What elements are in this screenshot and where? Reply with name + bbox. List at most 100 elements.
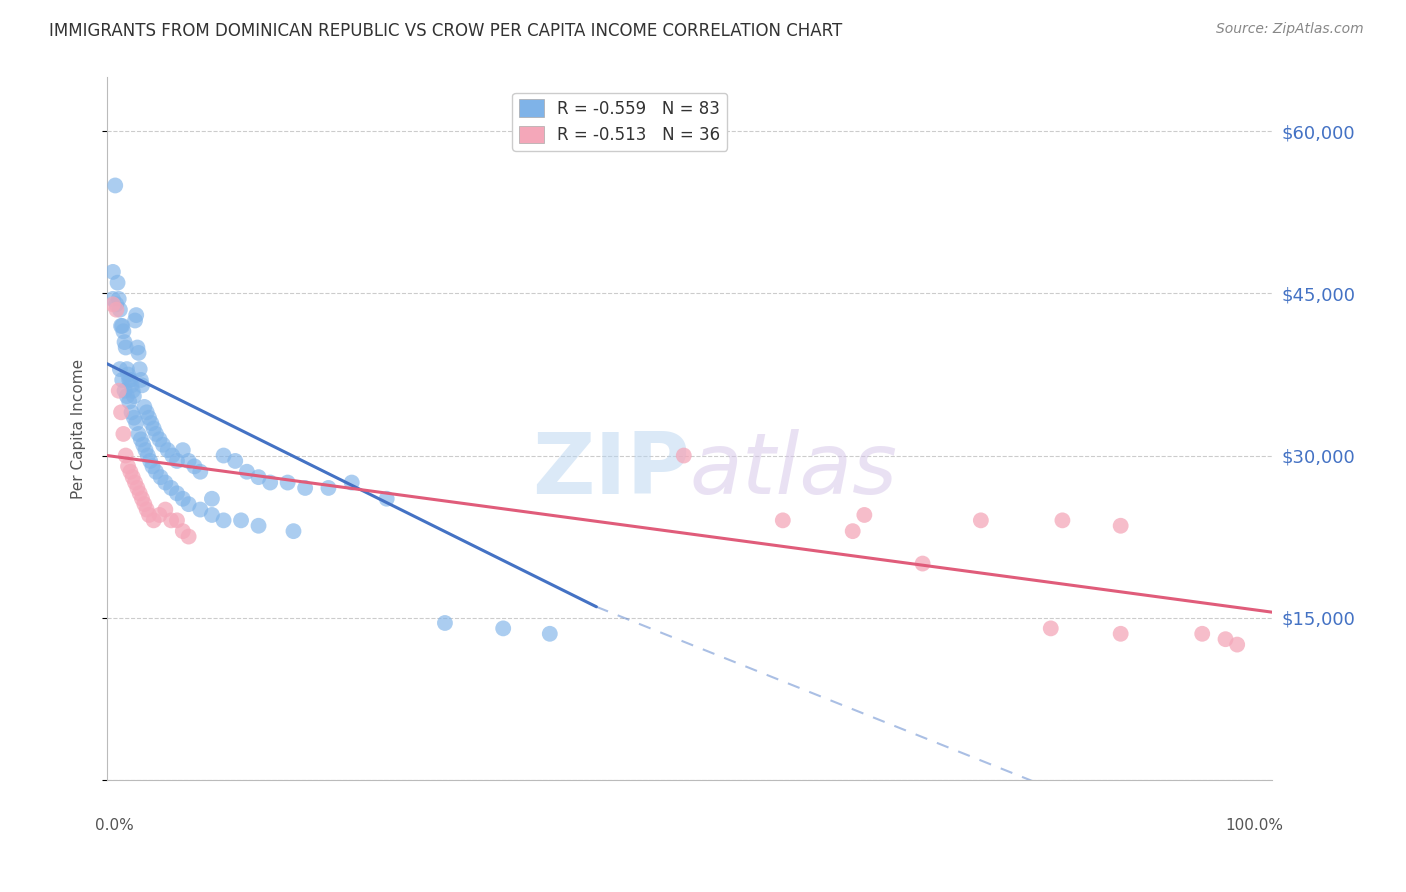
Point	[152, 438, 174, 452]
Point	[134, 443, 156, 458]
Point	[149, 470, 172, 484]
Text: atlas: atlas	[689, 429, 897, 512]
Point	[188, 502, 211, 516]
Point	[104, 178, 127, 193]
Point	[121, 470, 143, 484]
Point	[247, 518, 270, 533]
Point	[162, 449, 184, 463]
Point	[118, 394, 141, 409]
Point	[492, 621, 515, 635]
Point	[111, 318, 134, 333]
Point	[172, 443, 194, 458]
Point	[134, 400, 156, 414]
Point	[188, 465, 211, 479]
Point	[156, 443, 179, 458]
Point	[115, 362, 138, 376]
Point	[121, 384, 143, 398]
Point	[142, 513, 165, 527]
Point	[125, 416, 148, 430]
Point	[120, 373, 142, 387]
Point	[111, 373, 134, 387]
Point	[375, 491, 398, 506]
Point	[229, 513, 252, 527]
Point	[135, 502, 157, 516]
Point	[131, 491, 153, 506]
Point	[142, 421, 165, 435]
Point	[101, 292, 124, 306]
Point	[772, 513, 794, 527]
Point	[121, 405, 143, 419]
Point	[183, 459, 205, 474]
Point	[538, 627, 561, 641]
Point	[112, 426, 135, 441]
Point	[138, 508, 160, 522]
Point	[141, 416, 163, 430]
Point	[1191, 627, 1213, 641]
Point	[166, 513, 188, 527]
Point	[172, 524, 194, 538]
Text: ZIP: ZIP	[531, 429, 689, 512]
Point	[247, 470, 270, 484]
Point	[131, 378, 153, 392]
Text: IMMIGRANTS FROM DOMINICAN REPUBLIC VS CROW PER CAPITA INCOME CORRELATION CHART: IMMIGRANTS FROM DOMINICAN REPUBLIC VS CR…	[49, 22, 842, 40]
Y-axis label: Per Capita Income: Per Capita Income	[72, 359, 86, 499]
Point	[155, 502, 177, 516]
Point	[672, 449, 695, 463]
Point	[148, 433, 170, 447]
Text: 100.0%: 100.0%	[1226, 818, 1284, 833]
Point	[127, 481, 149, 495]
Point	[145, 465, 167, 479]
Point	[125, 308, 148, 322]
Point	[107, 276, 129, 290]
Point	[318, 481, 340, 495]
Point	[136, 449, 159, 463]
Point	[177, 530, 200, 544]
Point	[1052, 513, 1074, 527]
Point	[121, 378, 143, 392]
Point	[433, 615, 456, 630]
Text: 0.0%: 0.0%	[96, 818, 134, 833]
Point	[212, 449, 235, 463]
Point	[166, 486, 188, 500]
Point	[283, 524, 305, 538]
Point	[117, 368, 139, 382]
Point	[129, 373, 152, 387]
Point	[108, 362, 131, 376]
Point	[128, 362, 150, 376]
Point	[155, 475, 177, 490]
Point	[134, 497, 156, 511]
Point	[201, 508, 224, 522]
Point	[120, 465, 142, 479]
Point	[177, 454, 200, 468]
Point	[212, 513, 235, 527]
Point	[124, 475, 146, 490]
Point	[128, 486, 150, 500]
Point	[1039, 621, 1062, 635]
Point	[112, 324, 135, 338]
Point	[110, 405, 132, 419]
Point	[139, 454, 162, 468]
Point	[132, 438, 155, 452]
Point	[294, 481, 316, 495]
Point	[841, 524, 863, 538]
Point	[101, 265, 124, 279]
Point	[160, 481, 183, 495]
Point	[160, 513, 183, 527]
Point	[128, 426, 150, 441]
Point	[118, 373, 141, 387]
Point	[114, 335, 136, 350]
Point	[259, 475, 281, 490]
Point	[340, 475, 363, 490]
Point	[122, 389, 145, 403]
Point	[117, 459, 139, 474]
Point	[201, 491, 224, 506]
Point	[128, 346, 150, 360]
Point	[970, 513, 993, 527]
Point	[124, 313, 146, 327]
Point	[135, 405, 157, 419]
Point	[107, 384, 129, 398]
Point	[114, 384, 136, 398]
Point	[129, 433, 152, 447]
Point	[1109, 627, 1132, 641]
Point	[110, 318, 132, 333]
